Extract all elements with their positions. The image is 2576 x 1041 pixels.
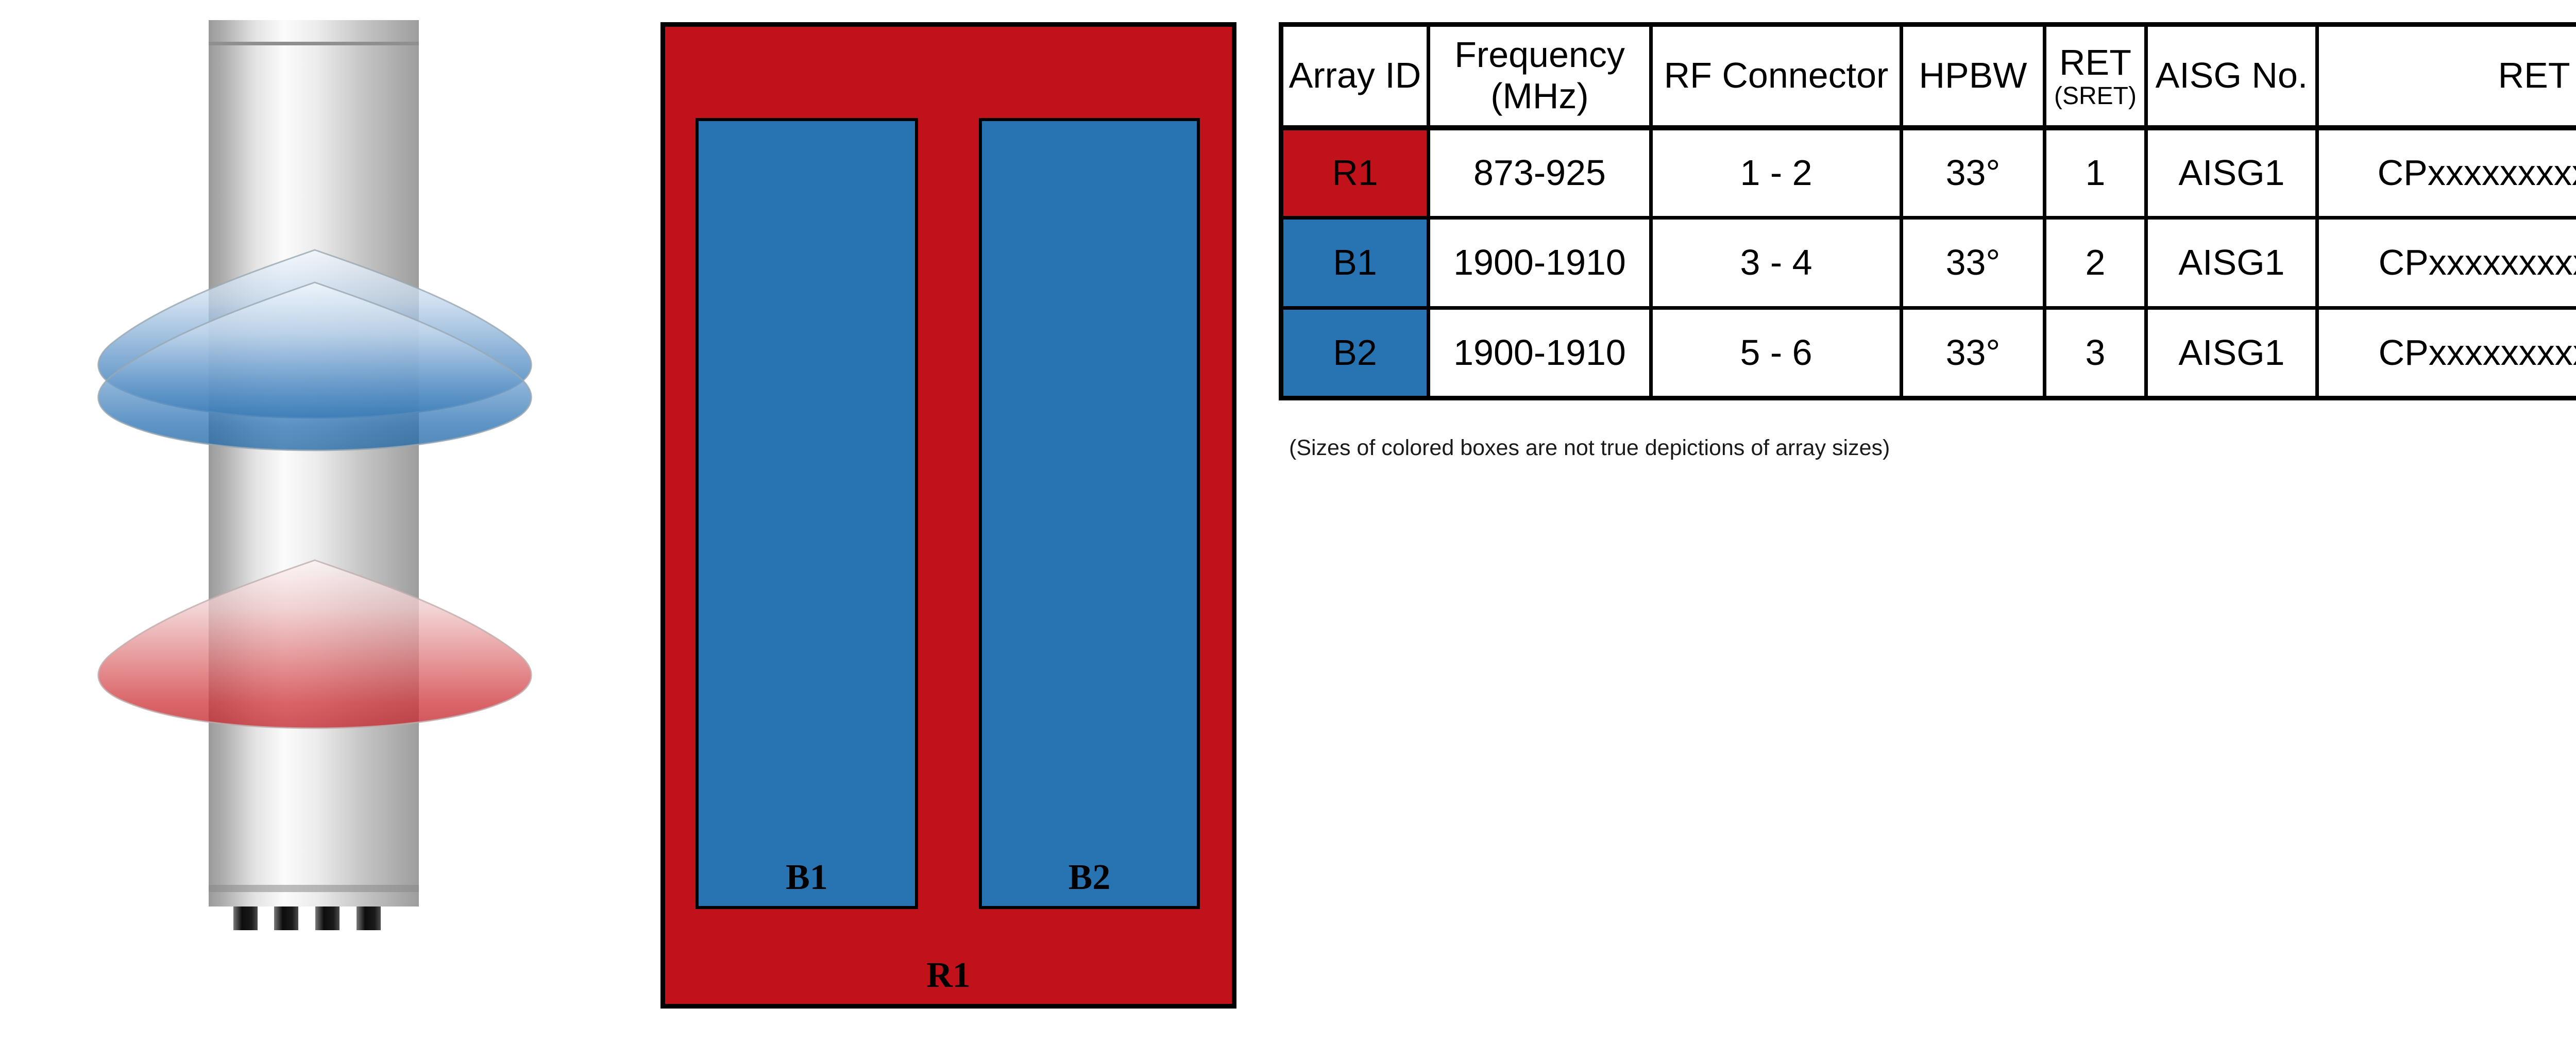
col-header-array-id: Array ID: [1279, 23, 1430, 130]
cell-rf-connector-b1: 3 - 4: [1649, 216, 1903, 310]
cell-aisg-no-b2: AISG1: [2144, 306, 2319, 400]
col-header-hpbw: HPBW: [1900, 23, 2046, 130]
red-beam-disc: [97, 559, 532, 729]
cylinder-bottom-seam: [209, 885, 419, 892]
cylinder-top-seam: [209, 42, 419, 45]
cell-frequency-r1: 873-925: [1427, 126, 1653, 220]
cell-ret-b2: 3: [2043, 306, 2148, 400]
array-box-r1: B1 B2 R1: [660, 22, 1236, 1009]
array-box-b1: B1: [696, 118, 918, 909]
col-header-frequency: Frequency (MHz): [1427, 23, 1653, 130]
cell-ret-r1: 1: [2043, 126, 2148, 220]
cell-array-id-b1: B1: [1279, 216, 1430, 310]
blue-beam-lower-disc: [97, 281, 532, 451]
table-row-r1: R1 873-925 1 - 2 33° 1 AISG1 CPxxxxxxxxx…: [1279, 126, 2576, 220]
cell-hpbw-b2: 33°: [1900, 306, 2046, 400]
array-box-b2: B2: [979, 118, 1200, 909]
array-box-b2-label: B2: [1068, 858, 1111, 897]
cell-frequency-b1: 1900-1910: [1427, 216, 1653, 310]
antenna-cylinder: [209, 20, 419, 906]
cell-frequency-b2: 1900-1910: [1427, 306, 1653, 400]
cell-hpbw-r1: 33°: [1900, 126, 2046, 220]
col-header-frequency-line2: (MHz): [1490, 76, 1589, 116]
table-header-row: Array ID Frequency (MHz) RF Connector HP…: [1279, 23, 2576, 130]
cell-array-id-r1: R1: [1279, 126, 1430, 220]
cell-rf-connector-b2: 5 - 6: [1649, 306, 1903, 400]
cell-array-id-b2: B2: [1279, 306, 1430, 400]
antenna-connectors: [233, 906, 381, 930]
array-box-b1-label: B1: [786, 858, 828, 897]
table-row-b1: B1 1900-1910 3 - 4 33° 2 AISG1 CPxxxxxxx…: [1279, 216, 2576, 310]
col-header-aisg-no: AISG No.: [2144, 23, 2319, 130]
cell-hpbw-b1: 33°: [1900, 216, 2046, 310]
col-header-ret-uid: RET UID: [2315, 23, 2576, 130]
col-header-ret: RET (SRET): [2043, 23, 2148, 130]
antenna-illustration: [97, 20, 532, 930]
table-row-b2: B2 1900-1910 5 - 6 33° 3 AISG1 CPxxxxxxx…: [1279, 306, 2576, 400]
cell-ret-uid-b2: CPxxxxxxxxxxxxxxxxB2: [2315, 306, 2576, 400]
cell-rf-connector-r1: 1 - 2: [1649, 126, 1903, 220]
array-spec-table: Array ID Frequency (MHz) RF Connector HP…: [1279, 22, 2576, 400]
cell-ret-b1: 2: [2043, 216, 2148, 310]
col-header-ret-line1: RET: [2059, 42, 2131, 83]
col-header-frequency-line1: Frequency: [1454, 35, 1625, 75]
cell-ret-uid-r1: CPxxxxxxxxxxxxxxxxR1: [2315, 126, 2576, 220]
col-header-ret-line2: (SRET): [2054, 82, 2137, 110]
col-header-rf-connector: RF Connector: [1649, 23, 1903, 130]
size-disclaimer-note: (Sizes of colored boxes are not true dep…: [1289, 435, 1890, 460]
array-box-r1-label: R1: [926, 955, 971, 995]
cell-aisg-no-b1: AISG1: [2144, 216, 2319, 310]
cell-aisg-no-r1: AISG1: [2144, 126, 2319, 220]
cell-ret-uid-b1: CPxxxxxxxxxxxxxxxxB1: [2315, 216, 2576, 310]
